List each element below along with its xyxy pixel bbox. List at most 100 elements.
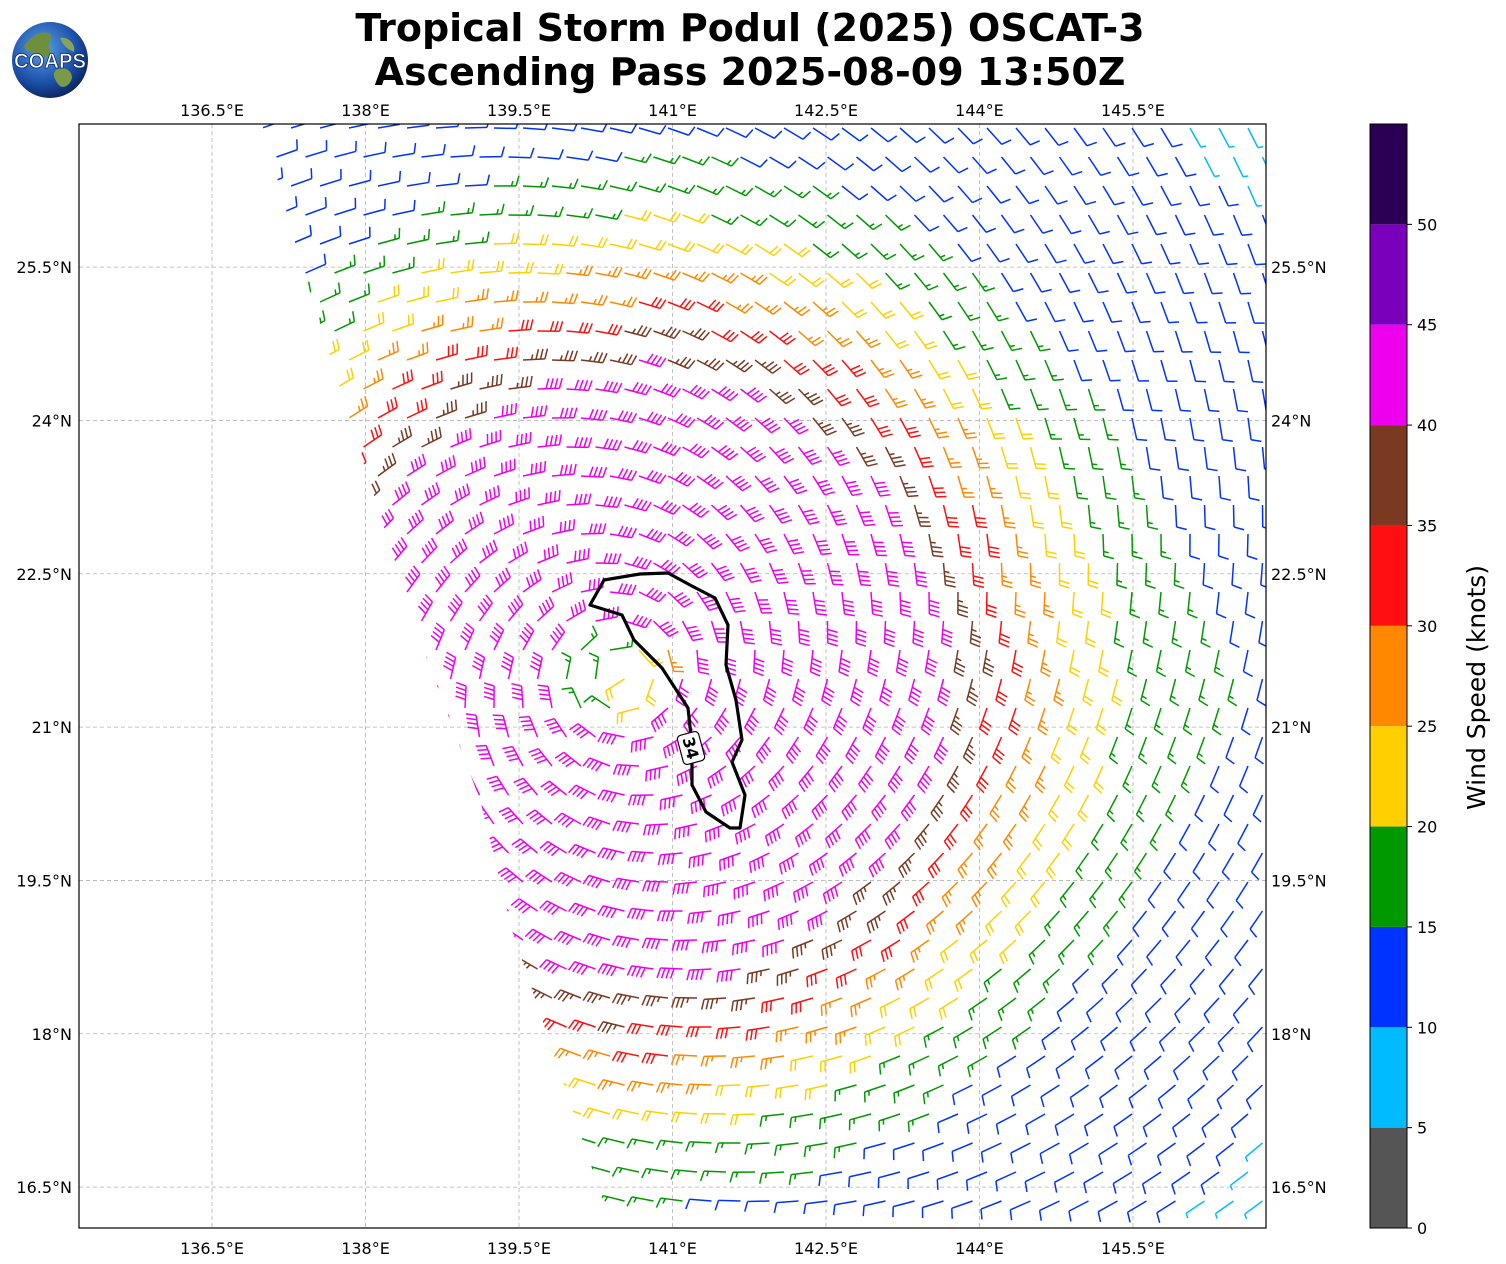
wind-barb (435, 343, 459, 361)
wind-barb (725, 591, 746, 613)
wind-barb (866, 910, 886, 934)
wind-barb (273, 593, 286, 622)
wind-barb (324, 710, 337, 738)
wind-barb (740, 272, 768, 285)
wind-barb (638, 183, 667, 193)
wind-barb (340, 681, 353, 709)
wind-barb (319, 338, 340, 361)
wind-barb (1232, 997, 1249, 1024)
wind-barb (769, 388, 796, 405)
wind-barb (421, 426, 442, 448)
wind-barb (761, 997, 785, 1014)
wind-barb (435, 510, 454, 535)
wind-barb (276, 800, 292, 825)
wind-barb (1011, 649, 1024, 678)
wind-barb (305, 310, 326, 332)
wind-barb (466, 1102, 495, 1115)
wind-barb (641, 994, 669, 1007)
lon-tick-label: 144°E (955, 1239, 1004, 1258)
wind-barb (611, 992, 640, 1006)
wind-barb (626, 1080, 654, 1092)
wind-barb (406, 342, 429, 361)
wind-barb (1248, 968, 1264, 996)
wind-barb (417, 593, 434, 622)
wind-barb (553, 1105, 582, 1117)
lon-tick-label: 136.5°E (180, 101, 244, 120)
wind-barb (299, 651, 312, 680)
wind-barb (1087, 446, 1104, 471)
wind-barb (822, 881, 843, 905)
wind-barb (323, 1156, 350, 1173)
wind-barb (262, 1095, 263, 1115)
wind-barb (392, 142, 417, 158)
wind-barb (1155, 649, 1167, 678)
wind-barb (928, 359, 951, 380)
wind-barb (1203, 156, 1220, 178)
wind-barb (1102, 301, 1123, 323)
wind-barb (373, 832, 394, 854)
wind-barb (479, 317, 504, 332)
wind-barb (312, 681, 324, 709)
wind-barb (580, 466, 608, 478)
wind-barb (979, 707, 992, 736)
wind-barb (396, 1011, 423, 1028)
wind-barb (1087, 214, 1110, 235)
wind-barb (362, 536, 378, 564)
wind-barb (537, 434, 563, 448)
wind-barb (671, 939, 698, 951)
wind-barb (468, 925, 495, 941)
wind-barb (583, 695, 611, 709)
wind-barb (681, 562, 709, 579)
wind-barb (1258, 620, 1266, 648)
wind-barb (342, 890, 365, 912)
wind-barb (1073, 533, 1086, 560)
wind-barb (777, 910, 799, 930)
wind-barb (826, 504, 848, 526)
wind-barb (856, 156, 883, 172)
graticule-grid (79, 124, 1266, 1228)
wind-barb (1079, 736, 1091, 765)
wind-barb (289, 830, 307, 854)
lon-tick-label: 144°E (955, 101, 1004, 120)
wind-barb (464, 566, 481, 593)
wind-barb (1093, 765, 1104, 794)
wind-barb (1025, 1055, 1046, 1079)
wind-barb (1083, 1171, 1104, 1194)
wind-barb (798, 765, 815, 793)
wind-barb (464, 456, 486, 477)
wind-barb (696, 473, 724, 490)
wind-barb (566, 493, 592, 506)
wind-barb (493, 513, 515, 535)
wind-barb (340, 950, 365, 970)
wind-barb (638, 124, 667, 135)
wind-barb (812, 591, 828, 616)
wind-barb (740, 214, 768, 227)
wind-barb (850, 678, 864, 707)
wind-barb (682, 384, 710, 400)
wind-barb (609, 124, 638, 134)
wind-barb (711, 156, 739, 167)
wind-barb (811, 794, 829, 821)
lat-tick-label: 25.5°N (1271, 258, 1327, 277)
wind-barb (1116, 388, 1134, 412)
wind-barb (783, 475, 808, 495)
wind-barb (1186, 591, 1198, 619)
wind-barb (981, 1084, 1002, 1106)
wind-barb (1025, 1113, 1046, 1136)
wind-barb (653, 211, 681, 223)
wind-barb (758, 1171, 785, 1184)
wind-barb (609, 181, 638, 192)
wind-barb (966, 1113, 988, 1134)
wind-barb (1000, 881, 1017, 908)
wind-barb (953, 968, 973, 992)
wind-barb (984, 910, 1003, 936)
wind-barb (1157, 1084, 1176, 1109)
wind-barb (301, 860, 321, 883)
wind-barb (1108, 736, 1119, 765)
wind-barb (609, 296, 638, 308)
wind-barb (1175, 939, 1191, 967)
wind-barb (435, 455, 457, 477)
wind-barb (493, 232, 520, 245)
wind-barb (739, 620, 755, 645)
wind-barb (580, 625, 598, 651)
